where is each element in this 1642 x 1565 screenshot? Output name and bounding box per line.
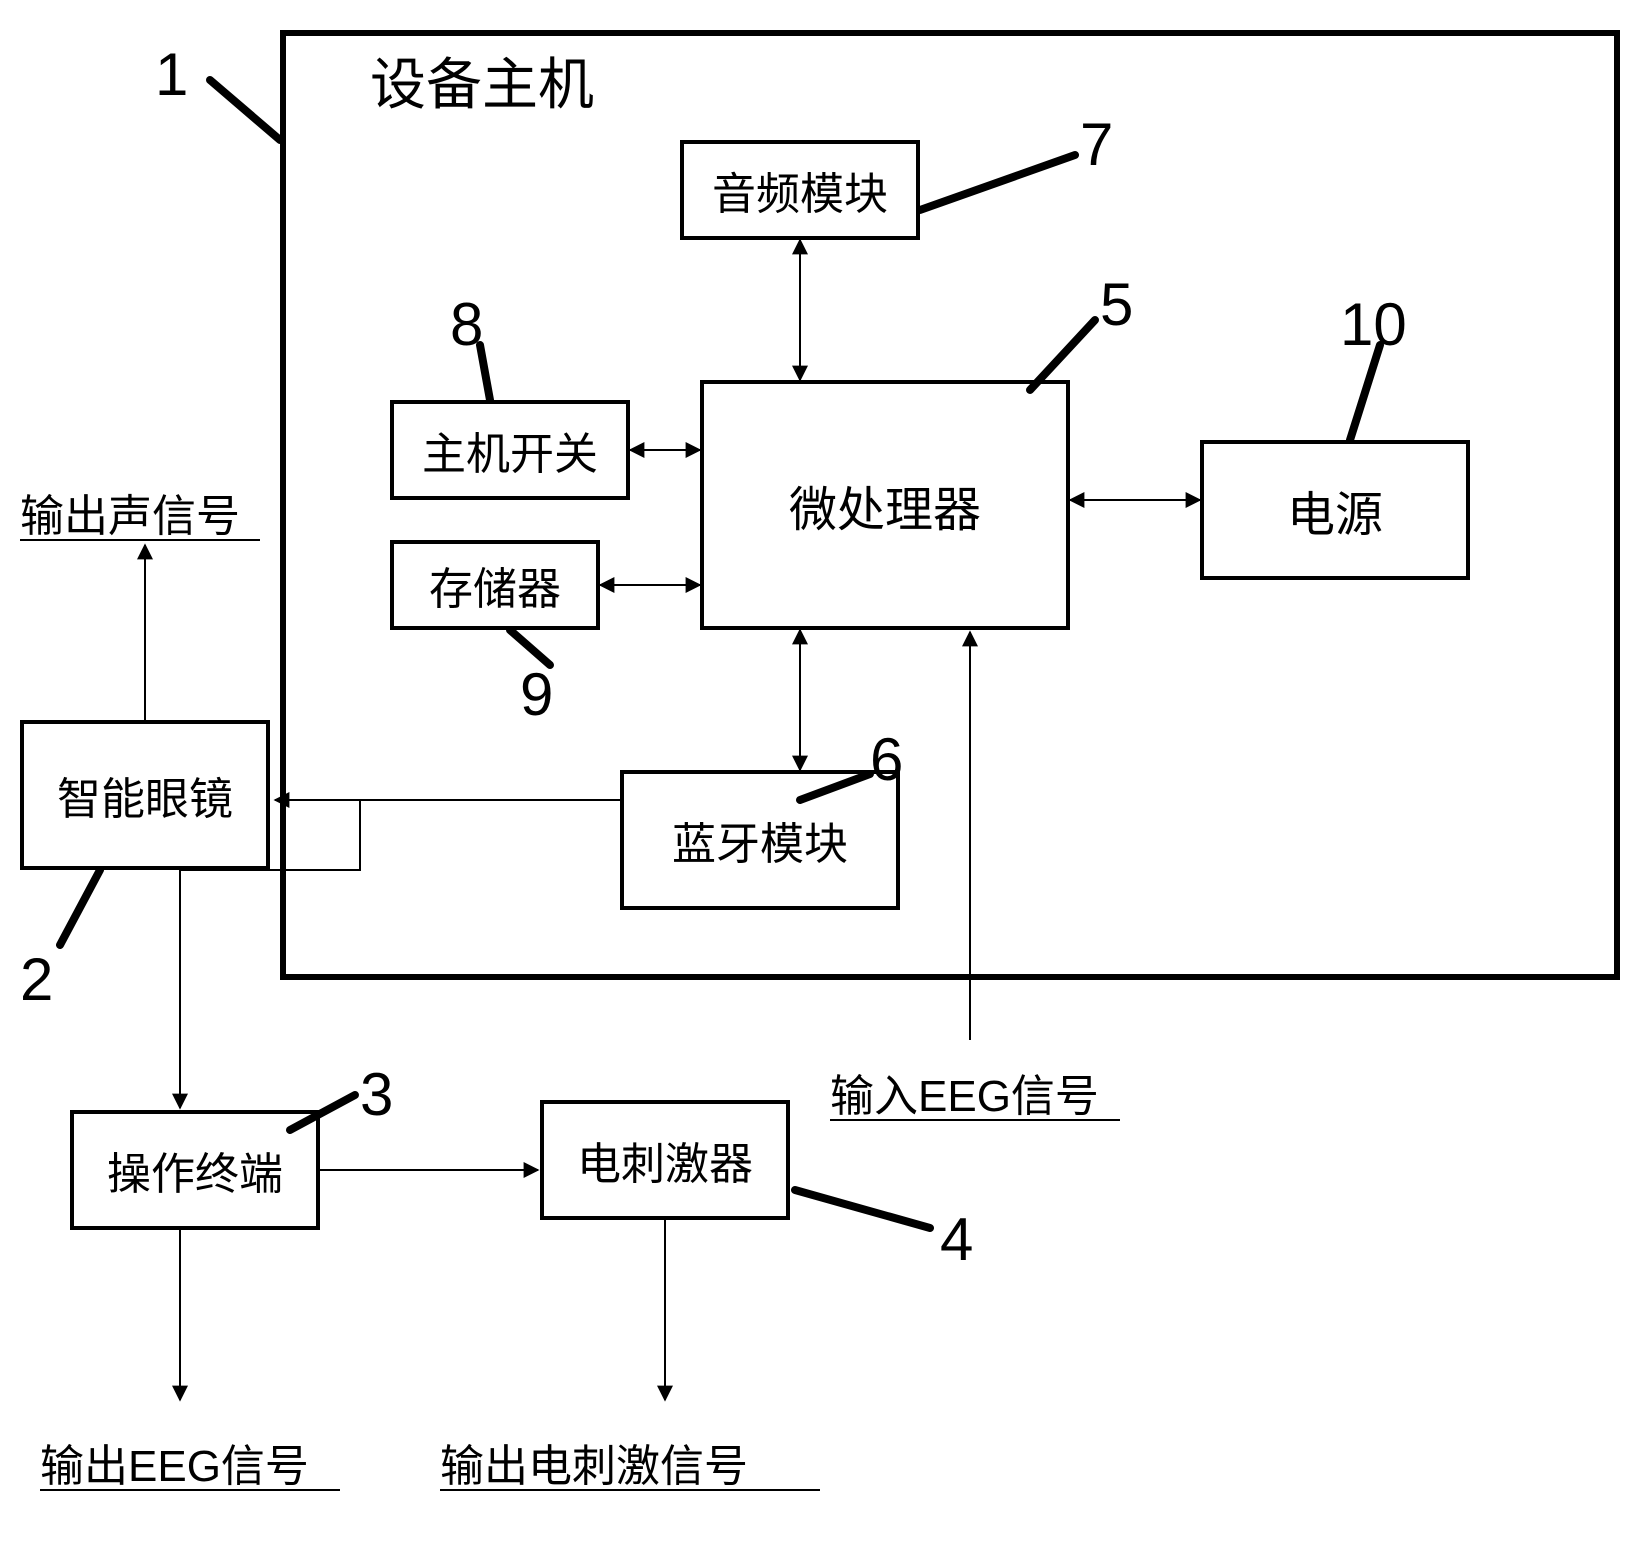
node-op-terminal: 操作终端 [70, 1110, 320, 1230]
num-10: 10 [1340, 290, 1407, 359]
num-2: 2 [20, 945, 53, 1014]
num-7: 7 [1080, 110, 1113, 179]
block-diagram: 设备主机 音频模块 主机开关 存储器 微处理器 电源 蓝牙模块 智能眼镜 操作终… [0, 0, 1642, 1565]
node-label: 电源 [1287, 475, 1383, 545]
node-label: 操作终端 [107, 1138, 283, 1202]
node-label: 主机开关 [422, 418, 598, 482]
node-audio-module: 音频模块 [680, 140, 920, 240]
node-label: 音频模块 [712, 158, 888, 222]
node-stimulator: 电刺激器 [540, 1100, 790, 1220]
node-label: 电刺激器 [577, 1128, 753, 1192]
label-output-stim: 输出电刺激信号 [440, 1430, 748, 1494]
node-label: 蓝牙模块 [672, 808, 848, 872]
num-4: 4 [940, 1205, 973, 1274]
num-5: 5 [1100, 270, 1133, 339]
label-output-audio: 输出声信号 [20, 480, 240, 544]
node-label: 存储器 [429, 553, 561, 617]
label-output-eeg: 输出EEG信号 [40, 1430, 309, 1494]
num-6: 6 [870, 725, 903, 794]
node-microprocessor: 微处理器 [700, 380, 1070, 630]
node-label: 智能眼镜 [57, 763, 233, 827]
num-9: 9 [520, 660, 553, 729]
node-host-switch: 主机开关 [390, 400, 630, 500]
node-label: 微处理器 [789, 470, 981, 540]
node-bluetooth: 蓝牙模块 [620, 770, 900, 910]
node-power: 电源 [1200, 440, 1470, 580]
container-title: 设备主机 [370, 40, 594, 121]
num-8: 8 [450, 290, 483, 359]
num-1: 1 [155, 40, 188, 109]
label-input-eeg: 输入EEG信号 [830, 1060, 1099, 1124]
node-memory: 存储器 [390, 540, 600, 630]
node-smart-glasses: 智能眼镜 [20, 720, 270, 870]
num-3: 3 [360, 1060, 393, 1129]
